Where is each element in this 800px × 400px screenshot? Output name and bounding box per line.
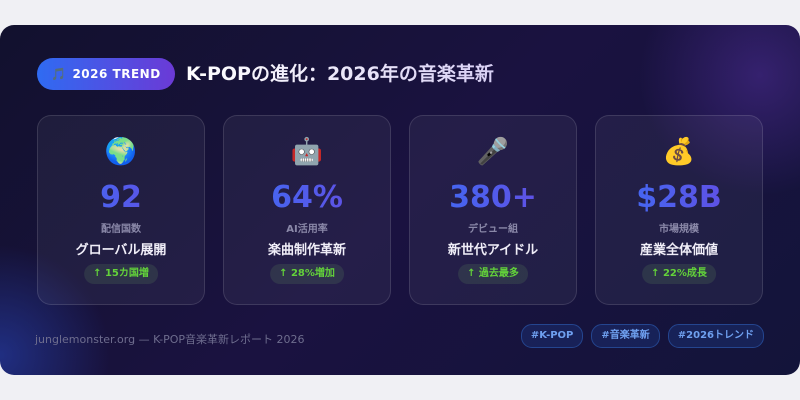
trend-badge: 🎵 2026 TREND [37, 58, 175, 90]
robot-icon: 🤖 [290, 137, 324, 167]
stat-subtitle: 楽曲制作革新 [267, 243, 346, 258]
music-note-icon: 🎵 [51, 67, 67, 81]
hashtag-kpop[interactable]: #K-POP [520, 324, 584, 348]
stat-value: 92 [38, 180, 204, 216]
infographic-panel: 🎵 2026 TREND K-POPの進化：2026年の音楽革新 🌍 92 配信… [0, 25, 800, 375]
stat-label: 市場規模 [659, 224, 699, 235]
source-credit: junglemonster.org — K-POP音楽革新レポート 2026 [35, 333, 305, 346]
stat-value: 380+ [410, 180, 576, 216]
stat-label: 配信国数 [101, 224, 141, 235]
hashtag-list: #K-POP #音楽革新 #2026トレンド [520, 324, 764, 348]
stat-card-ai: 🤖 64% AI活用率 楽曲制作革新 ↑ 28%増加 [223, 115, 391, 305]
stat-value: 64% [224, 180, 390, 216]
stat-card-market: 💰 $28B 市場規模 産業全体価値 ↑ 22%成長 [595, 115, 763, 305]
hashtag-2026-trend[interactable]: #2026トレンド [667, 324, 764, 348]
microphone-icon: 🎤 [476, 137, 510, 167]
stat-subtitle: 新世代アイドル [447, 243, 539, 258]
stat-card-countries: 🌍 92 配信国数 グローバル展開 ↑ 15カ国増 [37, 115, 205, 305]
page-title: K-POPの進化：2026年の音楽革新 [186, 59, 494, 89]
stat-card-debut: 🎤 380+ デビュー組 新世代アイドル ↑ 過去最多 [409, 115, 577, 305]
hashtag-music-innovation[interactable]: #音楽革新 [591, 324, 660, 348]
stat-label: AI活用率 [286, 224, 328, 235]
change-badge: ↑ 28%増加 [270, 264, 344, 284]
badge-label: 2026 TREND [72, 67, 161, 81]
stat-subtitle: グローバル展開 [75, 243, 167, 258]
globe-icon: 🌍 [104, 137, 138, 167]
change-badge: ↑ 22%成長 [642, 264, 716, 284]
money-bag-icon: 💰 [662, 137, 696, 167]
change-badge: ↑ 過去最多 [458, 264, 528, 284]
stat-label: デビュー組 [468, 224, 518, 235]
stat-subtitle: 産業全体価値 [639, 243, 718, 258]
change-badge: ↑ 15カ国増 [84, 264, 158, 284]
stat-value: $28B [596, 180, 762, 216]
